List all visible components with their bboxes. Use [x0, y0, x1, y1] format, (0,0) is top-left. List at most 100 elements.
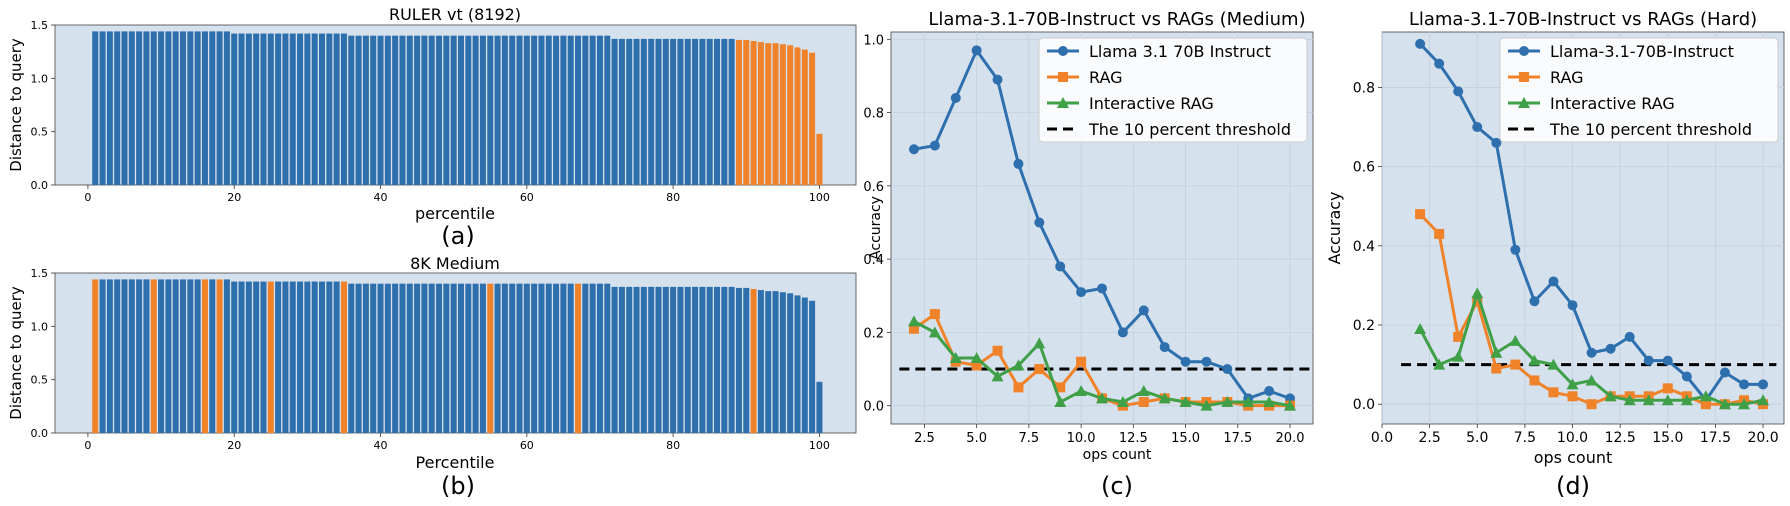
x-tick-label: 20	[227, 439, 241, 452]
legend-label: RAG	[1550, 68, 1584, 87]
x-tick-label: 7.5	[1019, 431, 1040, 446]
bar	[816, 381, 823, 433]
legend-label: RAG	[1089, 68, 1123, 87]
data-point	[1158, 392, 1171, 404]
data-point	[1013, 158, 1024, 169]
bar	[640, 38, 647, 186]
bar	[392, 35, 399, 185]
bar	[604, 35, 611, 185]
bar	[714, 38, 721, 186]
bar	[794, 47, 801, 186]
y-tick-label: 0.0	[1353, 397, 1375, 413]
bar	[414, 283, 421, 433]
bar	[553, 35, 560, 185]
bar	[158, 279, 165, 433]
data-point	[1415, 209, 1426, 220]
data-point	[1662, 383, 1673, 394]
bar	[180, 279, 187, 433]
bar	[194, 31, 201, 186]
bar	[457, 35, 464, 185]
bar	[223, 279, 230, 433]
panel-a: 0.0 0.5 1.0 1.5 0 20 40 60 80 100 RULER vt (8192…	[7, 5, 857, 250]
legend-entry: The 10 percent threshold	[1508, 120, 1752, 139]
bar	[158, 31, 165, 186]
legend-entry: Interactive RAG	[1508, 94, 1675, 113]
chart-title: Llama-3.1-70B-Instruct vs RAGs (Medium)	[928, 9, 1305, 30]
bar	[114, 279, 121, 433]
x-axis: 2.5 5.0 7.5 10.0 12.5 15.0 17.5 20.0	[914, 424, 1304, 446]
x-tick-label: 80	[666, 191, 680, 204]
bar	[596, 35, 603, 185]
x-tick-label: 2.5	[914, 431, 935, 446]
data-point	[1284, 399, 1297, 411]
bar	[92, 279, 99, 433]
bar	[275, 281, 282, 433]
bar	[136, 279, 143, 433]
data-point	[991, 370, 1004, 382]
data-point	[1719, 367, 1730, 378]
bar	[326, 281, 333, 433]
y-tick-label: 0.2	[1353, 318, 1375, 334]
bar	[794, 295, 801, 433]
bar	[209, 279, 216, 433]
y-tick-label: 0.0	[31, 427, 49, 440]
bar	[311, 281, 318, 433]
x-axis-label: percentile	[415, 204, 495, 223]
x-axis: 0 20 40 60 80 100	[84, 185, 830, 204]
data-point	[1528, 354, 1541, 366]
bar	[633, 286, 640, 433]
data-point	[1548, 276, 1559, 287]
data-point	[1548, 387, 1559, 398]
panel-caption: (b)	[441, 472, 475, 500]
x-tick-label: 0	[84, 439, 91, 452]
data-point	[1138, 305, 1149, 316]
bar	[370, 35, 377, 185]
data-point	[949, 352, 962, 364]
bar	[165, 279, 172, 433]
bar	[377, 35, 384, 185]
bar	[501, 283, 508, 433]
bar	[809, 52, 816, 186]
bar	[516, 35, 523, 185]
series	[907, 45, 1297, 411]
bar	[428, 283, 435, 433]
data-point	[1201, 356, 1212, 367]
data-point	[1180, 356, 1191, 367]
legend-label: Interactive RAG	[1550, 94, 1675, 113]
bar	[114, 31, 121, 186]
y-axis: 0.0 0.5 1.0 1.5	[31, 19, 55, 192]
bar	[406, 35, 413, 185]
data-point	[1097, 283, 1107, 294]
bar	[779, 44, 786, 186]
y-tick-label: 1.0	[31, 72, 49, 85]
data-point	[1117, 327, 1128, 338]
data-point	[1758, 379, 1769, 390]
chart-title: 8K Medium	[410, 254, 500, 273]
data-point	[1509, 334, 1522, 346]
bar	[779, 292, 786, 433]
y-tick-label: 0.5	[31, 374, 49, 387]
x-tick-label: 5.0	[966, 431, 987, 446]
y-tick-label: 0.4	[1353, 239, 1375, 255]
bar	[406, 283, 413, 433]
data-point	[1529, 375, 1540, 386]
bar	[684, 38, 691, 186]
data-point	[1738, 379, 1749, 390]
bar	[699, 286, 706, 433]
x-tick-label: 10.0	[1067, 431, 1096, 446]
data-point	[1700, 399, 1711, 410]
y-tick-label: 0.6	[1353, 160, 1375, 176]
data-point	[1055, 261, 1066, 272]
data-point	[1529, 296, 1540, 307]
bar	[297, 33, 304, 185]
bar	[494, 283, 501, 433]
bar	[99, 31, 106, 186]
bar	[735, 287, 742, 433]
bar	[757, 42, 764, 185]
bar	[545, 283, 552, 433]
legend-label: The 10 percent threshold	[1088, 120, 1291, 139]
data-point	[1264, 386, 1275, 397]
legend-entry: Interactive RAG	[1047, 94, 1214, 113]
bar	[560, 283, 567, 433]
panel-caption: (a)	[441, 222, 474, 250]
